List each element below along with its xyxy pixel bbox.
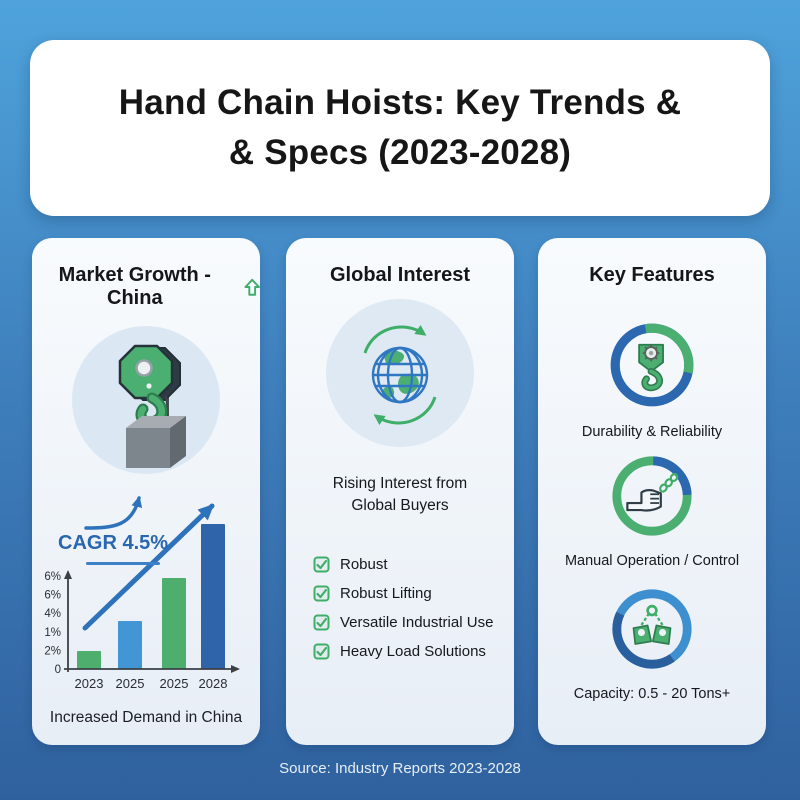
bar-2028 <box>201 524 225 669</box>
global-interest-subtitle: Rising Interest from Global Buyers <box>332 475 468 515</box>
feature-label: Capacity: 0.5 - 20 Tons+ <box>573 686 731 702</box>
chain-weights-icon <box>612 589 692 669</box>
checklist-item-label: Heavy Load Solutions <box>340 642 486 660</box>
hook-gear-icon <box>610 323 694 407</box>
market-growth-header: Market Growth - China <box>32 264 260 310</box>
market-growth-bar-chart: 6% 6% 4% 1% 2% 0 2023 2025 2025 2028 <box>44 496 240 691</box>
key-features-title: Key Features <box>589 264 715 286</box>
hand-chain-icon <box>612 456 692 536</box>
chart-bars <box>77 524 225 669</box>
checklist-item-label: Robust <box>340 555 388 573</box>
weight-chains <box>639 612 665 627</box>
checklist-item: Versatile Industrial Use <box>313 614 514 631</box>
chart-axes <box>64 570 240 673</box>
y-tick-label: 2% <box>44 645 61 657</box>
y-tick-label: 1% <box>44 627 61 639</box>
checklist-item-label: Robust Lifting <box>340 584 432 602</box>
checkbox-icon <box>313 556 330 573</box>
hoist-illustration-circle <box>72 326 220 474</box>
checklist-item: Robust <box>313 556 514 573</box>
feature-durability: Durability & Reliability <box>538 319 766 440</box>
bar-2025 <box>162 578 186 669</box>
growth-chart-block: CAGR 4.5% <box>36 476 256 701</box>
feature-label: Durability & Reliability <box>581 424 723 440</box>
cagr-underline <box>86 562 160 565</box>
bar-2025 <box>118 621 142 669</box>
checklist-item-label: Versatile Industrial Use <box>340 613 494 631</box>
page-title-line2: & Specs (2023-2028) <box>228 133 572 172</box>
global-interest-title: Global Interest <box>329 264 471 286</box>
cagr-curved-arrow <box>84 496 143 530</box>
checklist-item: Heavy Load Solutions <box>313 643 514 660</box>
key-features-header: Key Features <box>538 264 766 287</box>
feature-capacity: Capacity: 0.5 - 20 Tons+ <box>538 585 766 702</box>
hand-glyph <box>626 489 662 512</box>
title-card: Hand Chain Hoists: Key Trends & & Specs … <box>30 40 770 216</box>
bar-2023 <box>77 651 101 669</box>
feature-label: Manual Operation / Control <box>564 553 740 569</box>
chart-caption: Increased Demand in China <box>49 709 243 726</box>
y-tick-label: 6% <box>44 571 61 583</box>
globe-rotation-arrows <box>363 324 437 426</box>
checkbox-icon <box>313 614 330 631</box>
hoist-hook-block-illustration <box>118 344 186 468</box>
up-arrow-icon <box>244 278 260 296</box>
checkbox-icon <box>313 643 330 660</box>
y-tick-label: 6% <box>44 590 61 602</box>
chain-glyph <box>659 472 679 493</box>
x-tick-label: 2025 <box>116 676 145 691</box>
cagr-annotation: CAGR 4.5% <box>58 532 169 554</box>
card-market-growth: Market Growth - China <box>32 238 260 745</box>
source-note: Source: Industry Reports 2023-2028 <box>279 760 521 777</box>
feature-manual-operation: Manual Operation / Control <box>538 452 766 569</box>
page-title-line1: Hand Chain Hoists: Key Trends & <box>118 83 682 123</box>
globe-icon <box>363 324 437 426</box>
globe-grid <box>371 346 429 404</box>
globe-circle <box>326 299 474 447</box>
benefit-checklist: Robust Robust Lifting Versatile Industri… <box>286 556 514 660</box>
global-interest-header: Global Interest <box>286 264 514 287</box>
x-tick-label: 2025 <box>160 676 189 691</box>
card-key-features: Key Features Durability & Reliability <box>538 238 766 745</box>
x-tick-label: 2028 <box>199 676 228 691</box>
checklist-item: Robust Lifting <box>313 585 514 602</box>
trend-arrow <box>82 503 215 631</box>
y-tick-label: 0 <box>55 664 61 676</box>
y-tick-label: 4% <box>44 608 61 620</box>
checkbox-icon <box>313 585 330 602</box>
weights <box>632 624 672 645</box>
x-tick-label: 2023 <box>75 676 104 691</box>
market-growth-title: Market Growth - China <box>58 264 211 309</box>
card-global-interest: Global Interest <box>286 238 514 745</box>
chart-labels: 6% 6% 4% 1% 2% 0 2023 2025 2025 2028 <box>44 571 227 691</box>
